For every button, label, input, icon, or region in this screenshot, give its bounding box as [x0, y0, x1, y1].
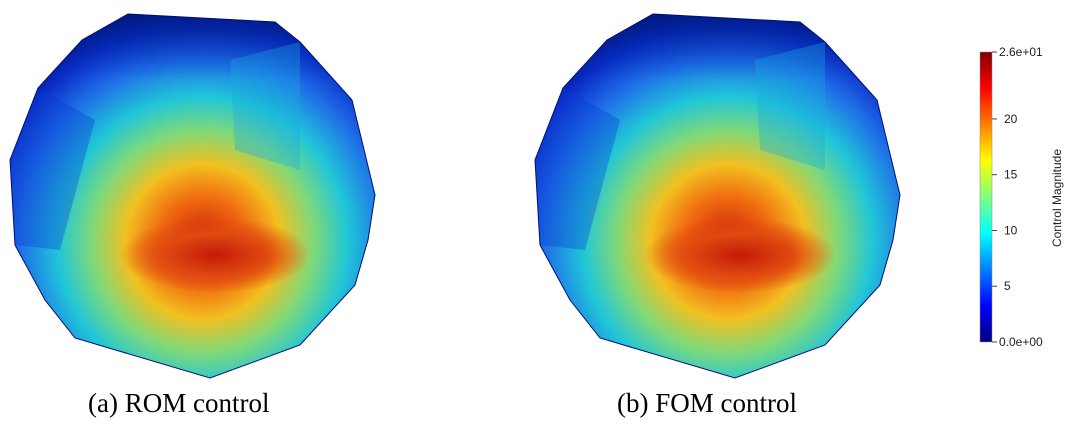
colorbar-tick-label: 15 [1004, 168, 1018, 182]
colorbar-tick-label: 10 [1004, 223, 1018, 237]
rom-control-plot [9, 13, 376, 379]
colorbar-title: Control Magnitude [1050, 149, 1064, 247]
fom-control-caption: (b) FOM control [617, 388, 797, 418]
rom-control-caption: (a) ROM control [88, 388, 270, 418]
fom-control-plot [534, 13, 901, 379]
colorbar-min-label: 0.0e+00 [999, 335, 1043, 349]
colorbar: 2.6e+01 0.0e+00 5 10 15 20 Control Magnitud… [979, 45, 1064, 349]
colorbar-ticks: 5 10 15 20 [992, 112, 1018, 293]
colorbar-tick-label: 20 [1004, 112, 1018, 126]
colorbar-tick-label: 5 [1004, 279, 1011, 293]
colorbar-bar [979, 51, 993, 343]
colorbar-max-label: 2.6e+01 [999, 45, 1043, 59]
